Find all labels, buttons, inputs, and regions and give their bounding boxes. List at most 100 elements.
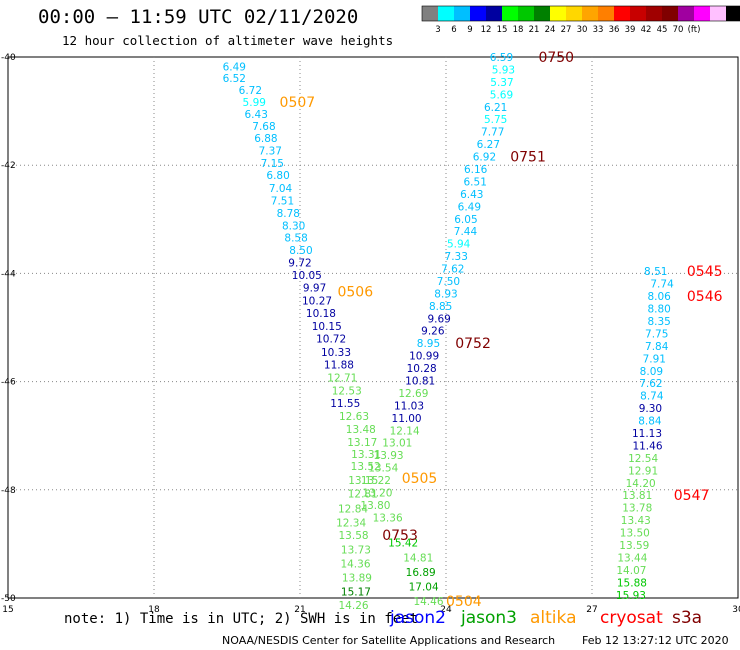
wave-height-value: 8.85 bbox=[429, 301, 452, 313]
wave-height-value: 6.43 bbox=[460, 189, 483, 201]
wave-height-value: 8.06 bbox=[647, 291, 671, 303]
colorbar-label: 42 bbox=[641, 25, 652, 35]
wave-height-value: 6.59 bbox=[490, 52, 513, 64]
colorbar-label: 30 bbox=[577, 25, 588, 35]
colorbar-label: (ft) bbox=[688, 25, 701, 35]
wave-height-value: 7.91 bbox=[643, 353, 666, 365]
wave-height-value: 5.99 bbox=[243, 97, 266, 109]
colorbar-label: 45 bbox=[657, 25, 668, 35]
wave-height-value: 13.59 bbox=[619, 540, 649, 552]
y-tick-label: -50 bbox=[1, 594, 16, 604]
wave-height-value: 12.53 bbox=[332, 385, 362, 397]
wave-height-value: 5.93 bbox=[492, 64, 515, 76]
wave-height-value: 8.09 bbox=[640, 366, 663, 378]
wave-height-value: 12.54 bbox=[628, 453, 658, 465]
map-frame bbox=[7, 56, 739, 599]
colorbar-swatch bbox=[502, 6, 518, 21]
x-tick-label: 15 bbox=[2, 605, 13, 615]
colorbar-label: 12 bbox=[481, 25, 492, 35]
colorbar-swatch bbox=[662, 6, 678, 21]
wave-height-value: 7.74 bbox=[650, 279, 674, 291]
wave-height-value: 6.92 bbox=[473, 152, 496, 164]
wave-height-value: 15.93 bbox=[616, 590, 646, 602]
wave-height-value: 12.34 bbox=[336, 517, 366, 529]
wave-height-value: 15.17 bbox=[341, 587, 371, 599]
colorbar-swatch bbox=[566, 6, 582, 21]
wave-height-value: 6.52 bbox=[223, 73, 246, 85]
pass-time-label: 0753 bbox=[382, 528, 418, 544]
wave-height-value: 7.62 bbox=[441, 264, 464, 276]
wave-height-value: 10.18 bbox=[306, 308, 336, 320]
wave-height-value: 9.26 bbox=[421, 326, 445, 338]
wave-height-value: 9.72 bbox=[288, 258, 311, 270]
pass-time-label: 0752 bbox=[455, 336, 491, 352]
timestamp-text: Feb 12 13:27:12 UTC 2020 bbox=[582, 634, 729, 647]
colorbar-swatch bbox=[726, 6, 740, 21]
wave-height-value: 8.50 bbox=[289, 245, 312, 257]
colorbar-swatch bbox=[710, 6, 726, 21]
wave-height-value: 11.13 bbox=[632, 428, 662, 440]
y-tick-label: -44 bbox=[1, 269, 16, 279]
y-tick-label: -46 bbox=[1, 378, 16, 388]
wave-height-value: 10.28 bbox=[407, 363, 437, 375]
wave-height-value: 7.68 bbox=[252, 121, 275, 133]
wave-height-value: 13.48 bbox=[346, 424, 376, 436]
colorbar-label: 33 bbox=[593, 25, 604, 35]
colorbar-swatch bbox=[694, 6, 710, 21]
legend-s3a: s3a bbox=[672, 608, 703, 628]
wave-height-value: 13.93 bbox=[374, 450, 404, 462]
wave-height-value: 13.15 bbox=[348, 475, 378, 487]
colorbar-swatch bbox=[486, 6, 502, 21]
legend-cryosat: cryosat bbox=[600, 608, 663, 628]
colorbar-label: 27 bbox=[561, 25, 572, 35]
pass-time-label: 0546 bbox=[687, 289, 723, 305]
colorbar-frame bbox=[421, 5, 740, 22]
wave-height-value: 14.20 bbox=[626, 478, 656, 490]
pass-time-label: 0504 bbox=[446, 594, 482, 610]
colorbar-label: 9 bbox=[467, 25, 472, 35]
wave-height-value: 5.69 bbox=[490, 89, 513, 101]
wave-height-value: 12.63 bbox=[339, 411, 369, 423]
wave-height-value: 13.50 bbox=[620, 528, 650, 540]
colorbar-swatch bbox=[534, 6, 550, 21]
wave-height-value: 10.81 bbox=[405, 376, 435, 388]
wave-height-value: 8.93 bbox=[434, 288, 457, 300]
wave-height-value: 7.04 bbox=[269, 183, 293, 195]
wave-height-value: 12.71 bbox=[327, 372, 357, 384]
x-tick-label: 18 bbox=[148, 605, 160, 615]
wave-height-value: 7.37 bbox=[259, 146, 282, 158]
colorbar-swatch bbox=[630, 6, 646, 21]
colorbar-label: 3 bbox=[435, 25, 440, 35]
wave-height-value: 13.73 bbox=[341, 544, 371, 556]
wave-height-value: 13.44 bbox=[617, 552, 647, 564]
wave-height-value: 8.80 bbox=[647, 304, 670, 316]
pass-time-label: 0545 bbox=[687, 264, 723, 280]
wave-height-value: 7.62 bbox=[639, 378, 662, 390]
pass-time-label: 0750 bbox=[538, 50, 574, 66]
colorbar-label: 36 bbox=[609, 25, 620, 35]
wave-height-value: 10.27 bbox=[302, 295, 332, 307]
wave-height-value: 15.88 bbox=[617, 577, 647, 589]
wave-height-value: 13.01 bbox=[382, 438, 412, 450]
wave-height-value: 8.51 bbox=[644, 266, 667, 278]
wave-height-value: 13.36 bbox=[373, 512, 403, 524]
colorbar-label: 18 bbox=[513, 25, 524, 35]
wave-height-value: 7.84 bbox=[645, 341, 669, 353]
wave-height-value: 8.78 bbox=[277, 208, 300, 220]
pass-time-label: 0507 bbox=[280, 95, 316, 111]
wave-height-value: 13.54 bbox=[368, 463, 398, 475]
colorbar-swatch bbox=[470, 6, 486, 21]
pass-time-label: 0547 bbox=[674, 488, 710, 504]
pass-time-label: 0751 bbox=[510, 150, 546, 166]
wave-height-value: 6.49 bbox=[223, 62, 246, 74]
wave-height-value: 6.72 bbox=[239, 85, 262, 97]
y-tick-label: -40 bbox=[1, 53, 16, 63]
wave-height-value: 11.88 bbox=[324, 359, 354, 371]
wave-height-value: 7.15 bbox=[261, 158, 284, 170]
wave-height-value: 13.81 bbox=[622, 490, 652, 502]
wave-height-value: 11.55 bbox=[330, 398, 360, 410]
legend-jason2: jason2 bbox=[390, 608, 446, 628]
wave-height-value: 11.03 bbox=[394, 400, 424, 412]
wave-height-value: 8.74 bbox=[640, 391, 664, 403]
